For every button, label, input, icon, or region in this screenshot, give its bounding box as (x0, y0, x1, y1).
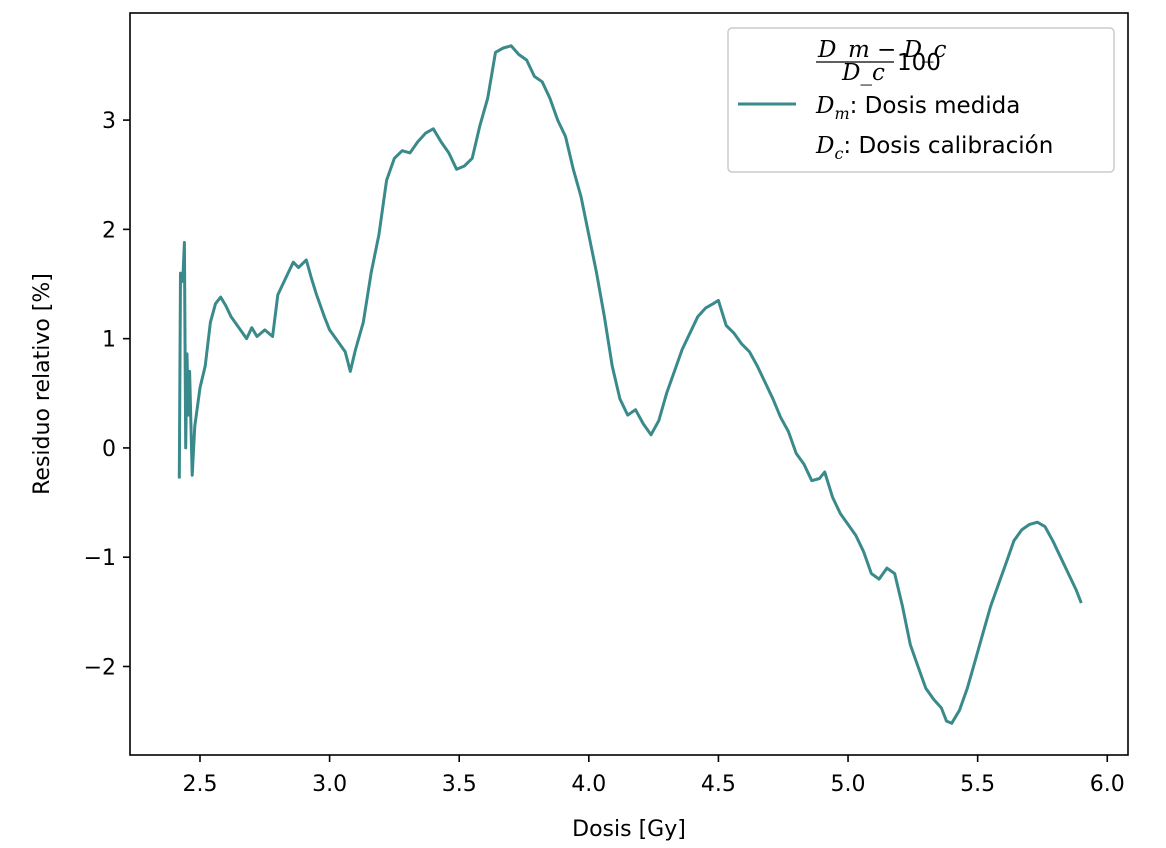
legend-label-calibration: Dc: Dosis calibración (815, 133, 1053, 163)
legend-formula-denominator: D_c (841, 60, 885, 86)
x-tick-label: 4.5 (701, 772, 736, 797)
legend-formula-numerator: D_m − D_c (817, 37, 947, 63)
x-tick-label: 2.5 (182, 772, 217, 797)
x-tick-label: 5.0 (831, 772, 866, 797)
legend-subscript-calibration: c (834, 144, 843, 163)
y-axis-label: Residuo relativo [%] (30, 273, 55, 495)
x-tick-label: 5.5 (960, 772, 995, 797)
plot-area (177, 44, 1083, 725)
y-tick-label: −2 (84, 655, 116, 680)
legend-box (727, 27, 1115, 173)
y-tick-label: 0 (102, 437, 116, 462)
axes-frame (129, 12, 1129, 756)
x-tick-label: 3.0 (312, 772, 347, 797)
legend-text-measured: : Dosis medida (850, 93, 1021, 119)
legend: D_m − D_c D_c 100 Dm: Dosis medida Dc: D… (727, 27, 1115, 173)
legend-text-calibration: : Dosis calibración (843, 133, 1053, 159)
x-axis-label: Dosis [Gy] (572, 817, 686, 842)
legend-symbol-measured: D (815, 93, 834, 119)
x-tick-label: 3.5 (442, 772, 477, 797)
legend-subscript-measured: m (834, 104, 849, 123)
series-line-1 (177, 44, 1083, 725)
y-tick-label: 3 (102, 109, 116, 134)
x-tick-label: 6.0 (1090, 772, 1125, 797)
y-tick-label: 1 (102, 328, 116, 353)
y-tick-label: 2 (102, 218, 116, 243)
legend-label-measured: Dm: Dosis medida (815, 93, 1020, 123)
y-tick-label: −1 (84, 546, 116, 571)
legend-formula-factor: 100 (897, 50, 941, 76)
x-tick-label: 4.0 (571, 772, 606, 797)
axes: 2.5 3.0 3.5 4.0 4.5 5.0 5.5 6.0 −2 −1 0 1 2 3 (84, 12, 1129, 797)
legend-symbol-calibration: D (815, 133, 834, 159)
